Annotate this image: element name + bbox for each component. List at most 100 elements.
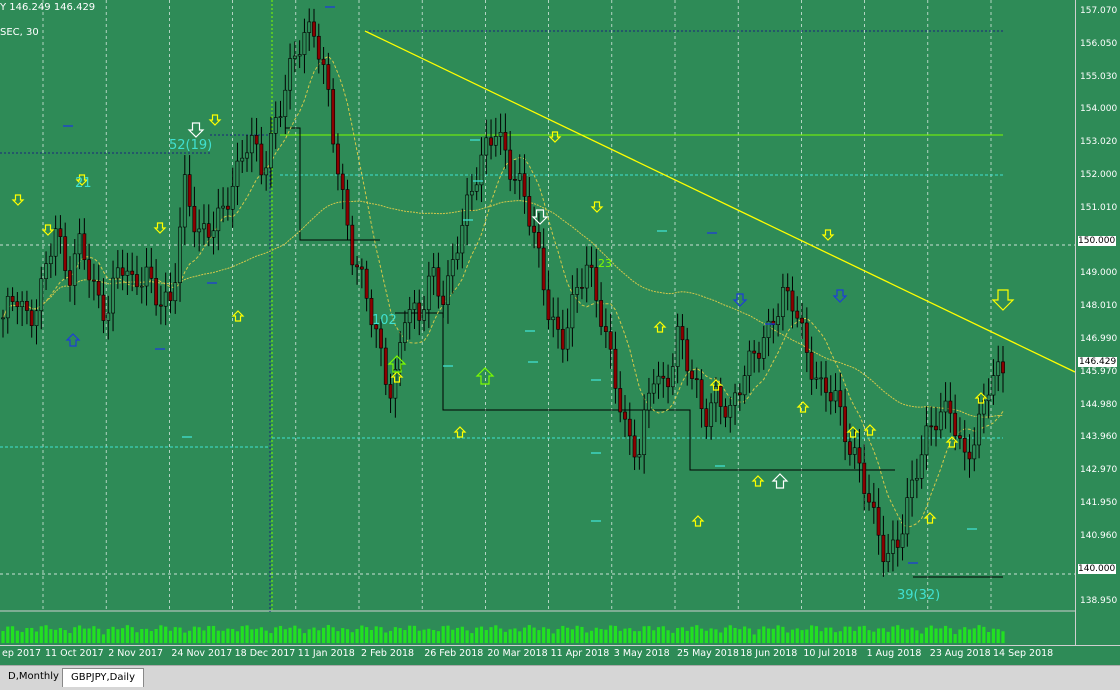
candle-bull <box>575 287 580 295</box>
volume-bar <box>996 629 1000 643</box>
candle-bear <box>331 89 336 145</box>
signal-arrow-icon <box>796 401 810 413</box>
moving-average-slow <box>2 200 1004 418</box>
volume-bar <box>77 625 82 643</box>
volume-bar <box>408 625 412 643</box>
volume-bar <box>733 627 737 643</box>
tab-monthly[interactable]: D,Monthly <box>8 671 59 682</box>
volume-bar <box>934 628 938 643</box>
price-chart-canvas[interactable] <box>0 0 1075 612</box>
volume-bar <box>766 628 771 643</box>
candle-bear <box>503 132 508 151</box>
candle-bear <box>847 441 852 455</box>
volume-bar <box>460 626 464 643</box>
signal-arrow-icon <box>41 224 55 236</box>
volume-bar <box>690 626 694 643</box>
candle-bull <box>44 263 48 279</box>
volume-bar <box>637 631 641 643</box>
volume-bar <box>843 626 847 643</box>
volume-bar <box>446 625 450 643</box>
price-info-text: Y 146.249 146.429 <box>0 2 96 13</box>
volume-bar <box>977 625 981 643</box>
candle-bull <box>570 294 575 329</box>
volume-bar <box>546 628 551 643</box>
candle-bull <box>77 233 82 255</box>
signal-arrow-icon <box>231 310 245 322</box>
volume-bar <box>58 628 63 643</box>
volume-bar <box>164 626 168 643</box>
candle-bull <box>747 350 752 376</box>
candle-bear <box>613 348 618 389</box>
buy-arrow-icon <box>475 367 495 385</box>
candle-bull <box>34 310 39 326</box>
candle-bull <box>450 259 455 277</box>
candle-bull <box>455 252 460 260</box>
candle-bull <box>642 409 647 455</box>
date-axis-label: 20 Mar 2018 <box>487 648 548 659</box>
volume-bar <box>73 627 77 643</box>
volume-bar <box>379 627 383 643</box>
timer-label: SEC, 30 <box>0 27 39 38</box>
candle-bull <box>651 383 656 394</box>
candle-bull <box>733 392 737 406</box>
candle-bear <box>680 326 685 341</box>
volume-bar <box>800 630 804 643</box>
volume-bar <box>786 632 790 643</box>
volume-bar <box>307 629 311 643</box>
candle-bear <box>895 539 900 548</box>
candle-bear <box>192 206 197 233</box>
sell-arrow-icon <box>991 289 1015 311</box>
volume-bar <box>618 630 622 643</box>
candle-bear <box>785 287 790 292</box>
price-chart[interactable]: Y 146.249 146.429 SEC, 30 52(19) 21 102 … <box>0 0 1075 612</box>
volume-bar <box>532 627 536 643</box>
volume-bar <box>652 630 656 643</box>
volume-bar <box>63 630 67 643</box>
tab-gbpjpy-daily[interactable]: GBPJPY,Daily <box>62 668 144 687</box>
volume-bar <box>173 627 177 643</box>
volume-bar <box>34 631 39 643</box>
candle-bull <box>465 194 470 226</box>
volume-bar <box>178 627 182 643</box>
candle-bull <box>240 157 245 162</box>
volume-panel[interactable] <box>0 615 1075 643</box>
price-axis-label: 155.030 <box>1080 71 1118 82</box>
candle-bear <box>527 196 532 227</box>
candle-bull <box>943 400 948 413</box>
candle-bull <box>144 266 149 287</box>
signal-arrow-icon <box>208 114 222 126</box>
candle-bear <box>489 137 493 146</box>
volume-bar <box>589 630 594 643</box>
candle-bull <box>565 327 570 350</box>
date-axis-label: 10 Jul 2018 <box>803 648 858 659</box>
volume-bar <box>757 629 761 643</box>
price-axis[interactable]: 157.070 156.050 155.030 154.000 153.020 152.0… <box>1075 0 1120 645</box>
candle-bull <box>297 54 302 57</box>
price-axis-label: 156.050 <box>1080 38 1118 49</box>
volume-bar <box>111 626 115 643</box>
candle-bear <box>718 386 723 407</box>
candle-bear <box>29 310 34 326</box>
volume-bar <box>872 631 876 643</box>
candle-bull <box>264 167 269 176</box>
signal-arrow-icon <box>11 194 25 206</box>
volume-bar <box>125 625 130 643</box>
volume-bar <box>963 627 967 643</box>
price-axis-label: 144.980 <box>1080 399 1118 410</box>
volume-bar <box>216 630 220 643</box>
candle-bull <box>5 296 10 319</box>
volume-bar <box>656 627 661 643</box>
candle-bear <box>962 437 967 453</box>
candle-bull <box>924 425 929 456</box>
volume-bar <box>575 625 579 643</box>
candle-bear <box>417 302 422 321</box>
volume-bar <box>982 626 986 643</box>
box-line <box>285 127 380 241</box>
candle-bear <box>158 304 163 307</box>
candle-bull <box>900 533 905 548</box>
candle-bear <box>824 377 828 393</box>
time-axis[interactable]: ep 2017 11 Oct 2017 2 Nov 2017 24 Nov 2017 1… <box>0 645 1120 666</box>
volume-bar <box>54 629 58 643</box>
candle-bull <box>670 366 675 388</box>
candle-bear <box>340 173 345 190</box>
